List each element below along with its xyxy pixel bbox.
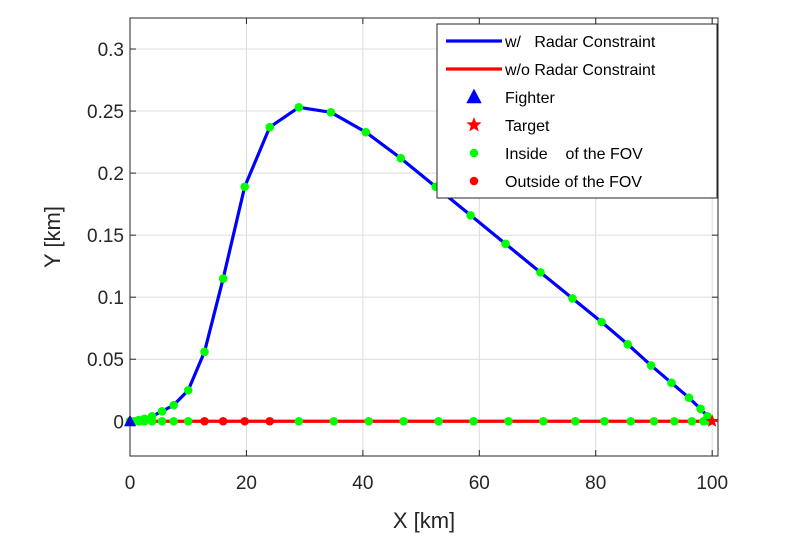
y-tick-label: 0.1 (98, 288, 124, 309)
y-tick-label: 0.15 (87, 226, 124, 247)
x-tick-label: 0 (125, 473, 136, 494)
fov-inside-point (571, 416, 580, 426)
y-tick-label: 0 (113, 412, 124, 433)
plot-frame (129, 17, 719, 457)
fov-inside-point (466, 210, 475, 220)
fov-inside-point (568, 294, 577, 303)
fov-inside-point (536, 268, 545, 277)
fov-inside-point (157, 416, 167, 426)
legend-label: Inside of the FOV (505, 146, 643, 163)
y-tick-label: 0.25 (87, 102, 124, 123)
legend-label: Fighter (505, 90, 555, 107)
fov-inside-point (200, 347, 209, 357)
fov-inside-point (684, 393, 694, 402)
fov-outside-point (218, 416, 228, 426)
fov-outside-point (240, 416, 249, 426)
fov-inside-point (183, 416, 193, 426)
y-tick-label: 0.3 (98, 40, 124, 61)
fov-inside-point (667, 378, 676, 388)
y-tick-label: 0.2 (98, 164, 124, 185)
fov-inside-point (218, 274, 228, 283)
fov-inside-point (646, 361, 656, 370)
tick-labels: 0 20 40 60 80 100 0 0.05 0.1 0.15 0.2 0.25 0.3 (87, 40, 728, 494)
fov-inside-point (501, 239, 510, 249)
legend-triangle-swatch (466, 88, 482, 104)
fov-inside-point (183, 385, 193, 395)
legend-star-swatch (466, 117, 482, 132)
fov-inside-point (396, 153, 406, 163)
fov-inside-point (326, 108, 336, 117)
fov-inside-point (364, 416, 373, 426)
legend-label: w/ Radar Constraint (504, 34, 656, 51)
legend: w/ Radar Constraint w/o Radar Constraint F… (436, 23, 718, 199)
x-tick-label: 40 (352, 473, 373, 494)
fov-inside-point (140, 416, 149, 426)
fov-inside-point (504, 416, 513, 426)
fov-inside-point (626, 416, 635, 426)
fov-inside-point (469, 416, 478, 426)
legend-label: w/o Radar Constraint (504, 62, 656, 79)
fov-inside-point (623, 340, 633, 349)
fov-inside-point (147, 416, 157, 426)
fov-inside-point (670, 416, 679, 426)
x-tick-label: 100 (696, 473, 728, 494)
fov-inside-point (294, 103, 304, 112)
x-axis-label: X [km] (393, 508, 455, 533)
fov-inside-point (600, 416, 609, 426)
legend-box (436, 23, 718, 199)
fov-inside-point (434, 416, 443, 426)
fov-inside-point (649, 416, 659, 426)
fov-inside-point (265, 122, 275, 132)
legend-dot-swatch (469, 176, 479, 186)
legend-dot-swatch (469, 148, 479, 158)
y-axis-label: Y [km] (40, 206, 65, 268)
x-tick-label: 80 (585, 473, 606, 494)
fov-inside-point (169, 416, 178, 426)
fov-inside-point (157, 407, 167, 416)
fov-inside-point (240, 182, 249, 192)
fov-inside-point (399, 416, 408, 426)
fov-inside-point (169, 400, 178, 410)
fov-inside-point (539, 416, 548, 426)
y-tick-label: 0.05 (87, 350, 124, 371)
fov-inside-point (687, 416, 697, 426)
x-tick-label: 20 (236, 473, 257, 494)
fov-outside-point (200, 416, 209, 426)
fov-inside-point (597, 317, 606, 327)
fov-outside-point (265, 416, 275, 426)
fov-inside-point (329, 416, 339, 426)
legend-label: Outside of the FOV (505, 174, 642, 191)
fov-inside-point (696, 404, 705, 414)
legend-label: Target (505, 118, 550, 135)
fov-inside-point (361, 127, 371, 137)
target-marker (705, 414, 719, 427)
marker-layer (123, 103, 719, 427)
fov-inside-point (294, 416, 304, 426)
x-tick-label: 60 (469, 473, 490, 494)
